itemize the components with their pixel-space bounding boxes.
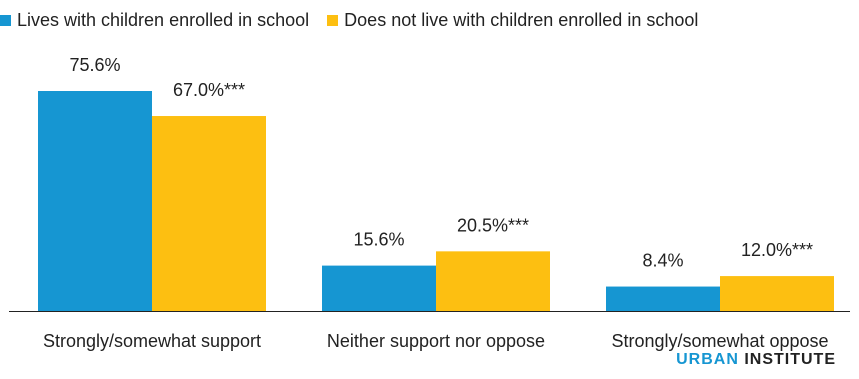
bar-series-2-category-1: [152, 116, 266, 311]
urban-institute-logo: URBAN INSTITUTE: [676, 351, 836, 369]
value-label-series-1-category-3: 8.4%: [642, 251, 683, 271]
x-axis-label-1: Strongly/somewhat support: [43, 331, 261, 351]
value-label-series-2-category-1: 67.0%***: [173, 80, 245, 100]
value-label-series-2-category-3: 12.0%***: [741, 240, 813, 260]
value-label-series-2-category-2: 20.5%***: [457, 215, 529, 235]
value-label-series-1-category-1: 75.6%: [69, 55, 120, 75]
chart-legend: Lives with children enrolled in school D…: [0, 8, 698, 32]
legend-swatch-series-2: [327, 14, 339, 26]
logo-text-institute: INSTITUTE: [744, 351, 836, 368]
legend-item-series-2: Does not live with children enrolled in …: [327, 10, 698, 30]
logo-text-urban: URBAN: [676, 351, 739, 368]
legend-item-series-1: Lives with children enrolled in school: [0, 10, 309, 30]
x-axis-label-3: Strongly/somewhat oppose: [611, 331, 828, 351]
bar-series-2-category-2: [436, 251, 550, 311]
bar-series-1-category-2: [322, 265, 436, 311]
legend-swatch-series-1: [0, 14, 11, 26]
x-axis-label-2: Neither support nor oppose: [327, 331, 545, 351]
legend-label-series-1: Lives with children enrolled in school: [17, 10, 310, 30]
bar-series-2-category-3: [720, 276, 834, 311]
bar-series-1-category-1: [38, 91, 152, 311]
bar-series-1-category-3: [606, 286, 720, 311]
value-label-series-1-category-2: 15.6%: [353, 230, 404, 250]
legend-label-series-2: Does not live with children enrolled in …: [344, 10, 699, 30]
